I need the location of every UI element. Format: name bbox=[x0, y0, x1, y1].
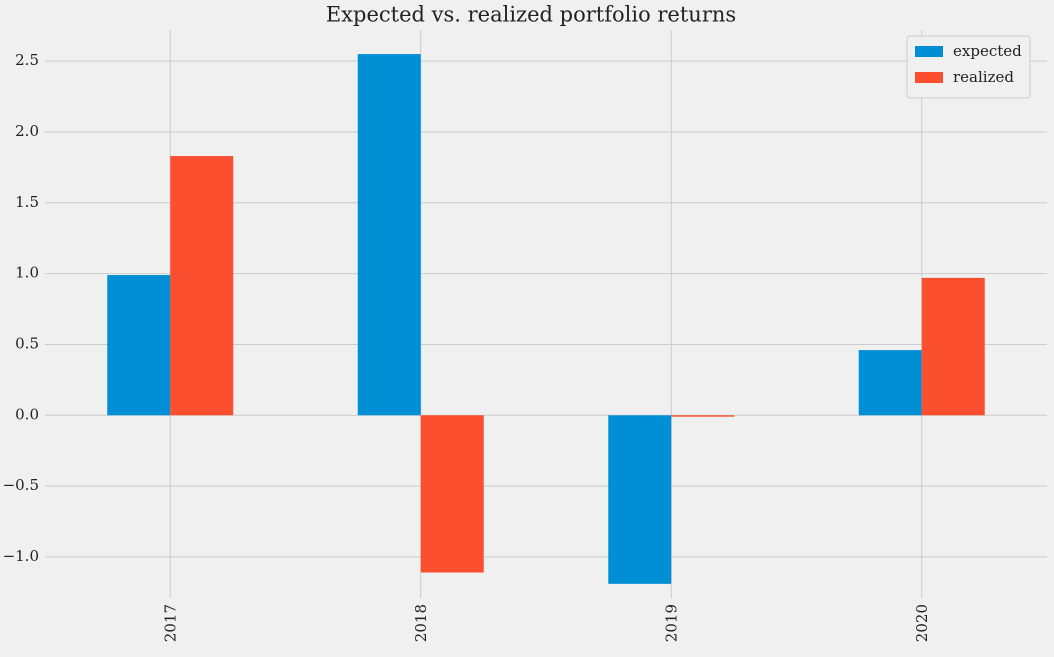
legend-label: expected bbox=[953, 42, 1022, 60]
bar bbox=[107, 275, 171, 416]
bar bbox=[420, 415, 484, 573]
x-tick-label: 2019 bbox=[662, 604, 680, 642]
y-tick-label: 2.5 bbox=[15, 51, 39, 69]
y-tick-label: 1.0 bbox=[15, 264, 39, 282]
bar bbox=[671, 415, 735, 417]
y-tick-label: 0.5 bbox=[15, 334, 39, 352]
bar bbox=[608, 415, 672, 584]
x-tick-label: 2018 bbox=[412, 604, 430, 642]
legend: expected realized bbox=[906, 35, 1031, 99]
y-tick-label: 2.0 bbox=[15, 122, 39, 140]
bar bbox=[170, 156, 234, 416]
bar bbox=[921, 277, 985, 416]
legend-swatch bbox=[915, 46, 943, 57]
y-tick-label: 0.0 bbox=[15, 405, 39, 423]
y-tick-label: −0.5 bbox=[3, 476, 39, 494]
x-tick-label: 2017 bbox=[161, 604, 179, 642]
y-tick-label: 1.5 bbox=[15, 193, 39, 211]
bar bbox=[858, 350, 922, 416]
y-tick-label: −1.0 bbox=[3, 547, 39, 565]
legend-label: realized bbox=[953, 68, 1014, 86]
chart-title: Expected vs. realized portfolio returns bbox=[326, 3, 736, 27]
legend-swatch bbox=[915, 72, 943, 83]
bar bbox=[357, 54, 421, 416]
x-tick-label: 2020 bbox=[913, 604, 931, 642]
